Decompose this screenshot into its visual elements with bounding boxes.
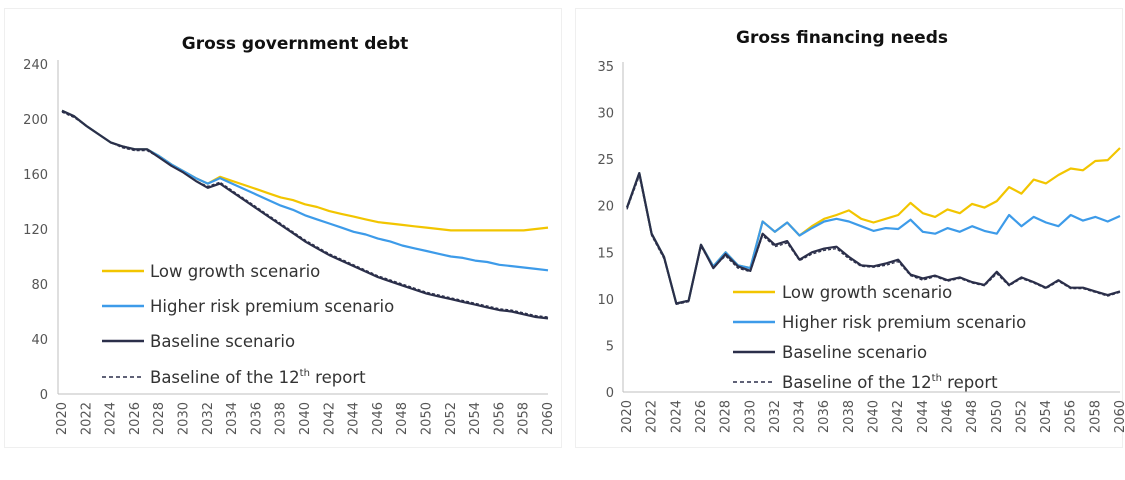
legend-label-low-growth: Low growth scenario <box>150 262 320 281</box>
x-tick-label: 2054 <box>1039 400 1054 433</box>
y-tick-label: 80 <box>31 278 48 293</box>
x-tick-label: 2038 <box>842 400 857 433</box>
right-panel-frame <box>575 8 1123 448</box>
legend-label-higher-risk: Higher risk premium scenario <box>150 297 394 316</box>
x-tick-label: 2024 <box>669 400 684 433</box>
series-line-low-growth <box>61 109 549 232</box>
x-tick-label: 2026 <box>694 400 709 433</box>
y-tick-label: 0 <box>40 388 48 403</box>
legend-label-low-growth: Low growth scenario <box>782 283 952 302</box>
x-tick-label: 2044 <box>347 402 362 435</box>
y-tick-label: 160 <box>23 168 48 183</box>
right-chart-ticks: 0 5 10 15 20 25 30 35 2020 2022 2024 2026 2028 2030 20… <box>597 60 1125 433</box>
left-panel-frame <box>4 8 562 448</box>
legend-label-baseline: Baseline scenario <box>150 332 295 351</box>
x-tick-label: 2032 <box>201 402 216 435</box>
y-tick-label: 15 <box>597 246 614 261</box>
legend-label-baseline: Baseline scenario <box>782 343 927 362</box>
left-chart-series <box>61 109 549 320</box>
series-line-low-growth <box>625 147 1121 305</box>
y-tick-label: 120 <box>23 223 48 238</box>
x-tick-label: 2024 <box>104 402 119 435</box>
series-line-baseline-12th <box>626 175 1121 306</box>
x-tick-label: 2036 <box>249 402 264 435</box>
left-chart-ticks: 0 40 80 120 160 200 240 2020 2022 2024 2026 2028 203… <box>23 58 556 435</box>
right-chart-series <box>625 147 1121 306</box>
y-tick-label: 240 <box>23 58 48 73</box>
x-tick-label: 2040 <box>867 400 882 433</box>
y-tick-label: 35 <box>597 60 614 75</box>
y-tick-label: 10 <box>597 293 614 308</box>
y-tick-label: 40 <box>31 333 48 348</box>
x-tick-label: 2050 <box>420 402 435 435</box>
x-tick-label: 2050 <box>990 400 1005 433</box>
left-chart-legend: Low growth scenario Higher risk premium … <box>102 262 394 387</box>
x-tick-label: 2022 <box>79 402 94 435</box>
y-tick-label: 0 <box>606 386 614 401</box>
x-tick-label: 2056 <box>1064 400 1079 433</box>
x-tick-label: 2052 <box>1014 400 1029 433</box>
x-tick-label: 2058 <box>517 402 532 435</box>
x-tick-label: 2048 <box>965 400 980 433</box>
x-tick-label: 2032 <box>768 400 783 433</box>
x-tick-label: 2052 <box>444 402 459 435</box>
y-tick-label: 200 <box>23 113 48 128</box>
x-tick-label: 2028 <box>719 400 734 433</box>
x-tick-label: 2046 <box>371 402 386 435</box>
legend-label-baseline-12th: Baseline of the 12th report <box>782 373 998 392</box>
x-tick-label: 2038 <box>274 402 289 435</box>
chart-title-gross-financing-needs: Gross financing needs <box>736 28 948 48</box>
y-tick-label: 30 <box>597 107 614 122</box>
x-tick-label: 2058 <box>1088 400 1103 433</box>
x-tick-label: 2026 <box>128 402 143 435</box>
x-tick-label: 2042 <box>891 400 906 433</box>
x-tick-label: 2042 <box>322 402 337 435</box>
x-tick-label: 2036 <box>817 400 832 433</box>
x-tick-label: 2020 <box>620 400 635 433</box>
x-tick-label: 2020 <box>55 402 70 435</box>
x-tick-label: 2048 <box>395 402 410 435</box>
x-tick-label: 2046 <box>940 400 955 433</box>
x-tick-label: 2034 <box>225 402 240 435</box>
x-tick-label: 2030 <box>743 400 758 433</box>
y-tick-label: 5 <box>606 339 614 354</box>
x-tick-label: 2040 <box>298 402 313 435</box>
x-tick-label: 2030 <box>177 402 192 435</box>
right-chart-legend: Low growth scenario Higher risk premium … <box>733 283 1026 392</box>
x-tick-label: 2054 <box>468 402 483 435</box>
x-tick-label: 2034 <box>793 400 808 433</box>
x-tick-label: 2056 <box>492 402 507 435</box>
legend-label-baseline-12th: Baseline of the 12th report <box>150 368 366 387</box>
x-tick-label: 2044 <box>916 400 931 433</box>
x-tick-label: 2060 <box>1113 400 1125 433</box>
x-tick-label: 2060 <box>541 402 556 435</box>
series-line-higher-risk <box>61 109 549 272</box>
x-tick-label: 2028 <box>152 402 167 435</box>
series-line-baseline-12th <box>61 111 549 318</box>
chart-title-gross-government-debt: Gross government debt <box>182 34 409 54</box>
y-tick-label: 25 <box>597 153 614 168</box>
x-tick-label: 2022 <box>645 400 660 433</box>
y-tick-label: 20 <box>597 200 614 215</box>
legend-label-higher-risk: Higher risk premium scenario <box>782 313 1026 332</box>
series-line-baseline <box>61 109 549 320</box>
